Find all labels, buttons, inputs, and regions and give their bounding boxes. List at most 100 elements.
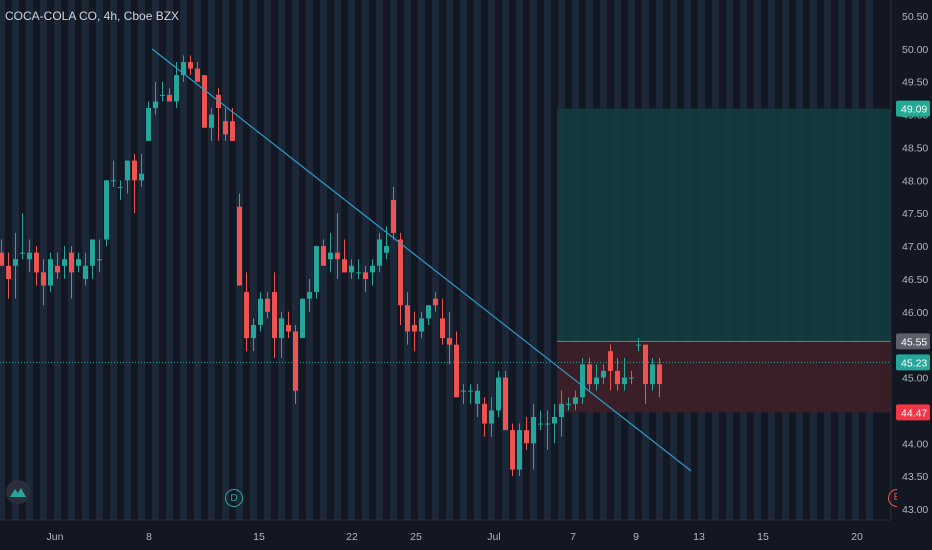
candle[interactable] [489,397,494,437]
candle[interactable] [482,397,487,437]
candle[interactable] [573,390,578,411]
candle[interactable] [118,180,123,201]
candle[interactable] [622,357,627,391]
candle[interactable] [468,384,473,404]
candle[interactable] [328,232,333,273]
candle[interactable] [83,252,88,286]
candle[interactable] [188,55,193,76]
candle[interactable] [356,259,361,279]
candle[interactable] [146,101,151,141]
candle[interactable] [538,410,543,431]
candle[interactable] [405,292,410,345]
candle[interactable] [433,292,438,312]
candle[interactable] [307,278,312,312]
loss-zone[interactable] [557,341,891,413]
candle[interactable] [13,232,18,299]
candle[interactable] [174,62,179,109]
candle[interactable] [314,246,319,299]
candle[interactable] [545,410,550,450]
candle[interactable] [0,239,4,266]
candle[interactable] [601,364,606,385]
candle[interactable] [594,364,599,391]
candle[interactable] [657,357,662,398]
candle[interactable] [6,252,11,299]
candle[interactable] [209,108,214,141]
candle[interactable] [55,252,60,279]
candle[interactable] [27,239,32,273]
time-scale[interactable] [0,520,891,550]
tradingview-logo-icon[interactable] [6,480,30,504]
candle[interactable] [69,246,74,299]
candle[interactable] [181,55,186,82]
candle[interactable] [125,160,130,194]
candle[interactable] [426,305,431,325]
candle[interactable] [251,318,256,352]
candle[interactable] [48,252,53,293]
candle[interactable] [62,246,67,279]
candle[interactable] [447,311,452,365]
candle[interactable] [398,232,403,325]
candle[interactable] [510,423,515,477]
trendline[interactable] [151,48,692,472]
candle[interactable] [272,272,277,358]
candle[interactable] [335,213,340,279]
candle[interactable] [503,370,508,431]
candle[interactable] [76,252,81,273]
candle[interactable] [34,246,39,286]
candle[interactable] [587,357,592,391]
candle[interactable] [202,75,207,128]
dividend-marker[interactable]: D [225,489,243,507]
candle[interactable] [342,239,347,273]
candle[interactable] [377,232,382,273]
candle[interactable] [244,272,249,352]
candle[interactable] [629,370,634,385]
candle[interactable] [97,239,102,273]
candle[interactable] [615,357,620,391]
candle[interactable] [111,160,116,187]
candle[interactable] [104,180,109,247]
candle[interactable] [349,259,354,279]
candle[interactable] [132,154,137,214]
candle[interactable] [321,239,326,266]
candle[interactable] [167,88,172,102]
profit-zone[interactable] [557,108,891,342]
candle[interactable] [566,397,571,411]
candle[interactable] [237,193,242,286]
candle[interactable] [41,259,46,306]
candle[interactable] [517,423,522,477]
candle[interactable] [216,88,221,141]
candle[interactable] [412,311,417,352]
candle[interactable] [440,298,445,345]
price-scale[interactable] [891,0,932,520]
candle[interactable] [559,390,564,437]
candle[interactable] [636,338,641,352]
candle[interactable] [300,298,305,339]
candle[interactable] [370,259,375,286]
candle[interactable] [90,239,95,279]
candle[interactable] [160,81,165,102]
candle[interactable] [524,416,529,450]
candle[interactable] [608,344,613,391]
candle[interactable] [20,213,25,260]
candle[interactable] [293,324,298,404]
candle[interactable] [643,344,648,404]
candle[interactable] [223,108,228,141]
candle[interactable] [552,403,557,444]
candle[interactable] [461,384,466,404]
candle[interactable] [650,357,655,391]
candle[interactable] [139,154,144,187]
candle[interactable] [419,311,424,339]
candle[interactable] [153,81,158,115]
candle[interactable] [531,403,536,470]
candle[interactable] [580,357,585,404]
candle[interactable] [286,311,291,339]
candle[interactable] [195,62,200,82]
candle[interactable] [496,370,501,417]
candle[interactable] [475,384,480,417]
candle[interactable] [279,311,284,358]
candle[interactable] [265,292,270,319]
candle[interactable] [363,265,368,293]
candle[interactable] [391,186,396,240]
